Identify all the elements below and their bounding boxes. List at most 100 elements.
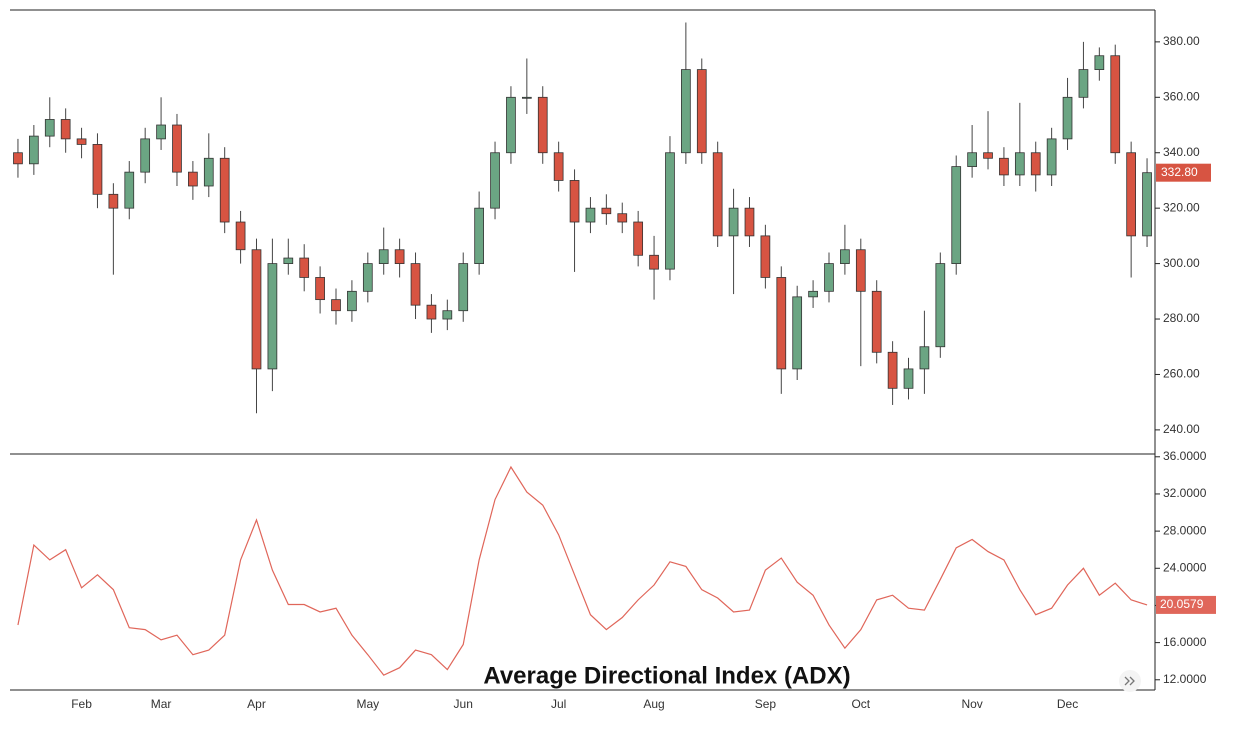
candle-body — [267, 263, 278, 370]
candle-body — [951, 166, 962, 264]
candle-body — [156, 124, 166, 140]
scroll-button[interactable] — [1119, 670, 1141, 692]
candle-body — [649, 254, 659, 270]
candle-body — [983, 152, 993, 159]
x-tick-label: Feb — [71, 697, 92, 711]
candle-body — [1046, 138, 1057, 176]
candle-body — [712, 152, 723, 237]
candle-body — [999, 157, 1009, 176]
candle-body — [44, 119, 55, 137]
price-badge-label: 332.80 — [1161, 165, 1198, 179]
candle-body — [172, 124, 182, 173]
candle-body — [203, 157, 214, 187]
x-tick-label: May — [356, 697, 379, 711]
y-tick-label: 24.0000 — [1163, 560, 1207, 574]
y-tick-label: 340.00 — [1163, 145, 1200, 159]
scroll-icon[interactable] — [1124, 676, 1135, 686]
candle-body — [1094, 55, 1105, 70]
candle-body — [792, 296, 803, 370]
candle-body — [362, 263, 373, 292]
candle-body — [919, 346, 930, 370]
x-tick-label: Aug — [643, 697, 664, 711]
candle-body — [1078, 69, 1089, 98]
candle-body — [13, 152, 23, 165]
y-tick-label: 36.0000 — [1163, 449, 1207, 463]
candle-body — [776, 277, 787, 370]
y-tick-label: 280.00 — [1163, 311, 1200, 325]
candle-body — [251, 249, 262, 370]
candle-body — [394, 249, 405, 264]
candle-body — [283, 257, 294, 264]
candle-body — [331, 299, 341, 312]
candle-body — [29, 135, 39, 165]
candle-body — [665, 152, 675, 270]
candle-body — [569, 180, 580, 223]
candle-body — [553, 152, 564, 181]
candle-body — [490, 152, 500, 209]
candle-body — [219, 157, 230, 223]
candle-body — [60, 119, 71, 140]
candle-body — [585, 207, 596, 223]
x-tick-label: Dec — [1057, 697, 1078, 711]
candle-body — [633, 221, 644, 256]
candle-body — [696, 69, 707, 154]
adx-badge-label: 20.0579 — [1160, 597, 1204, 611]
candle-body — [887, 351, 898, 389]
candle-body — [235, 221, 246, 251]
candle-body — [760, 235, 771, 278]
candle-body — [1142, 172, 1152, 237]
adx-line — [17, 465, 1148, 676]
candle-body — [458, 263, 469, 312]
candle-body — [681, 69, 691, 154]
candle-body — [1110, 55, 1121, 154]
candle-body — [1030, 152, 1041, 176]
candle-body — [1062, 96, 1073, 140]
adx-badge — [1156, 595, 1216, 614]
x-tick-label: Mar — [151, 697, 172, 711]
y-tick-label: 240.00 — [1163, 422, 1200, 436]
candle-body — [347, 290, 357, 312]
y-tick-label: 28.0000 — [1163, 523, 1207, 537]
y-tick-label: 300.00 — [1163, 256, 1200, 270]
candle-body — [1014, 152, 1025, 176]
x-tick-label: Apr — [247, 697, 266, 711]
candle-body — [617, 213, 628, 223]
y-tick-label: 380.00 — [1163, 34, 1200, 48]
y-tick-label: 260.00 — [1163, 367, 1200, 381]
candle-body — [903, 368, 914, 389]
candle-body — [855, 249, 866, 292]
price-badge — [1156, 163, 1211, 182]
y-tick-label: 32.0000 — [1163, 486, 1207, 500]
scroll-button-bg[interactable] — [1119, 670, 1141, 692]
y-tick-label: 16.0000 — [1163, 635, 1207, 649]
candle-body — [124, 171, 135, 209]
y-tick-label: 360.00 — [1163, 89, 1200, 103]
candle-body — [840, 249, 850, 264]
candle-body — [537, 96, 548, 154]
candle-body — [824, 263, 834, 292]
x-tick-label: Jun — [454, 697, 473, 711]
candle-body — [601, 207, 612, 215]
candle-body — [967, 152, 977, 167]
candle-body — [108, 193, 119, 209]
candle-body — [410, 263, 421, 306]
candle-body — [140, 138, 151, 173]
candle-body — [506, 96, 516, 154]
chart-title: Average Directional Index (ADX) — [483, 662, 850, 689]
candle-body — [426, 304, 437, 320]
candle-body — [728, 207, 739, 237]
candle-body — [92, 144, 103, 195]
y-tick-label: 320.00 — [1163, 200, 1200, 214]
candle-body — [521, 96, 532, 99]
candle-body — [299, 257, 310, 278]
candle-body — [744, 207, 755, 237]
x-tick-label: Jul — [551, 697, 566, 711]
candle-body — [188, 171, 198, 187]
x-tick-label: Sep — [755, 697, 777, 711]
candle-body — [378, 249, 389, 264]
candle-body — [1126, 152, 1136, 237]
candle-body — [808, 290, 818, 298]
candle-body — [935, 263, 946, 348]
candle-body — [871, 290, 882, 353]
